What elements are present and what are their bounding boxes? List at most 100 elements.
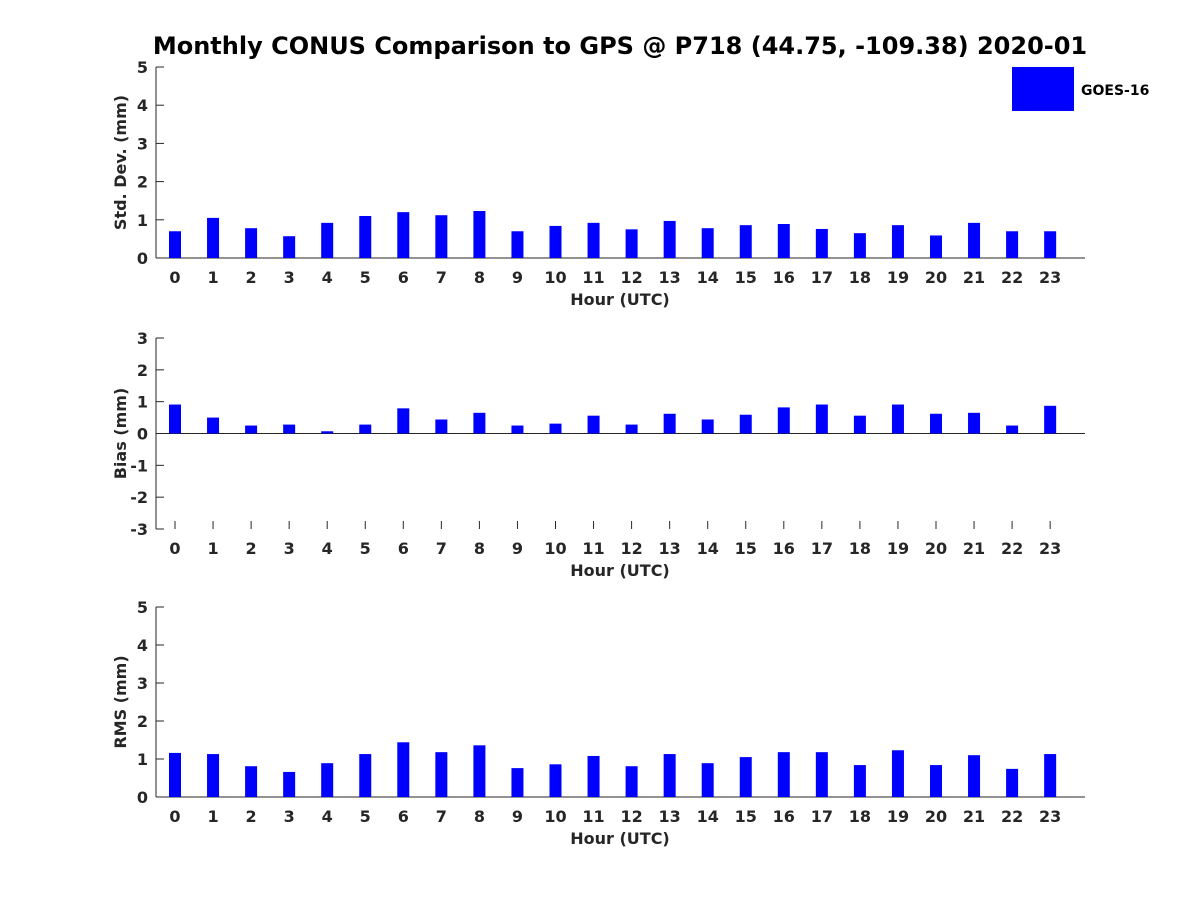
x-tick-label: 6	[398, 539, 409, 558]
x-tick-label: 10	[544, 268, 566, 287]
x-tick-label: 7	[436, 807, 447, 826]
bar-rms-hour-6	[397, 742, 410, 797]
x-tick-label: 18	[849, 539, 871, 558]
bar-bias-hour-0	[169, 404, 181, 434]
bar-rms-hour-16	[777, 752, 790, 797]
bar-std-hour-23	[1044, 231, 1057, 258]
y-tick-label: 3	[137, 134, 148, 153]
x-tick-label: 1	[207, 807, 218, 826]
bar-std-hour-18	[853, 233, 866, 258]
bar-std-hour-7	[435, 215, 448, 258]
x-tick-label: 15	[735, 268, 757, 287]
x-tick-label: 1	[207, 539, 218, 558]
bar-std-hour-3	[283, 236, 296, 258]
legend: GOES-16	[1012, 67, 1149, 111]
x-tick-label: 18	[849, 268, 871, 287]
bar-std-hour-11	[587, 222, 600, 258]
bar-std-hour-9	[511, 231, 524, 258]
bar-std-hour-15	[739, 225, 752, 258]
y-tick-label: -1	[130, 456, 148, 475]
bar-std-hour-16	[777, 224, 790, 258]
x-tick-label: 11	[582, 807, 604, 826]
bar-rms-hour-1	[207, 754, 220, 797]
bar-rms-hour-12	[625, 766, 638, 797]
x-tick-label: 0	[169, 268, 180, 287]
bar-std-hour-1	[207, 217, 220, 258]
figure-title: Monthly CONUS Comparison to GPS @ P718 (…	[153, 32, 1087, 60]
bar-bias-hour-22	[1006, 425, 1019, 434]
bar-std-hour-2	[245, 228, 258, 258]
x-tick-label: 19	[887, 807, 909, 826]
bar-bias-hour-16	[777, 407, 790, 434]
bar-rms-hour-17	[815, 752, 828, 797]
bar-rms-hour-2	[245, 766, 258, 797]
x-tick-label: 22	[1001, 807, 1023, 826]
x-tick-label: 13	[659, 807, 681, 826]
bar-bias-hour-7	[435, 419, 448, 434]
x-tick-label: 21	[963, 807, 985, 826]
x-tick-label: 16	[773, 807, 795, 826]
x-tick-label: 20	[925, 539, 947, 558]
x-tick-label: 0	[169, 539, 180, 558]
x-tick-label: 14	[697, 539, 719, 558]
x-tick-label: 13	[659, 539, 681, 558]
y-axis-label: Std. Dev. (mm)	[111, 95, 130, 230]
x-tick-label: 3	[284, 268, 295, 287]
x-tick-label: 10	[544, 539, 566, 558]
x-tick-label: 16	[773, 539, 795, 558]
bar-bias-hour-1	[207, 417, 220, 434]
bar-bias-hour-14	[701, 419, 714, 434]
bar-bias-hour-21	[968, 412, 981, 434]
bar-bias-hour-6	[397, 408, 410, 434]
legend-label: GOES-16	[1081, 83, 1149, 99]
bar-rms-hour-13	[663, 754, 676, 797]
y-tick-label: 1	[137, 750, 148, 769]
x-tick-label: 12	[620, 539, 642, 558]
bar-bias-hour-18	[853, 415, 866, 434]
x-tick-label: 20	[925, 268, 947, 287]
x-tick-label: 4	[322, 268, 333, 287]
bar-bias-hour-2	[245, 425, 258, 434]
x-tick-label: 5	[360, 539, 371, 558]
bar-bias-hour-8	[473, 412, 486, 434]
y-tick-label: 3	[137, 329, 148, 348]
x-tick-label: 2	[246, 268, 257, 287]
bar-std-hour-5	[359, 215, 372, 258]
x-tick-label: 23	[1039, 539, 1061, 558]
y-tick-label: -2	[130, 488, 148, 507]
x-axis-label: Hour (UTC)	[570, 561, 670, 580]
y-axis-label: Bias (mm)	[111, 388, 130, 480]
x-tick-label: 6	[398, 268, 409, 287]
x-tick-label: 11	[582, 268, 604, 287]
x-tick-label: 8	[474, 539, 485, 558]
bar-rms-hour-10	[549, 764, 562, 797]
bar-bias-hour-19	[891, 404, 904, 434]
x-tick-label: 19	[887, 539, 909, 558]
x-tick-label: 4	[322, 539, 333, 558]
y-tick-label: 2	[137, 712, 148, 731]
bar-std-hour-17	[815, 228, 828, 258]
x-tick-label: 7	[436, 539, 447, 558]
bar-rms-hour-20	[930, 765, 942, 797]
x-tick-label: 0	[169, 807, 180, 826]
x-tick-label: 9	[512, 268, 523, 287]
x-tick-label: 3	[284, 807, 295, 826]
bar-std-hour-21	[968, 222, 981, 258]
bar-rms-hour-4	[321, 763, 334, 797]
y-tick-label: 1	[137, 393, 148, 412]
bar-std-hour-19	[891, 225, 904, 258]
bar-std-hour-12	[625, 229, 638, 258]
x-tick-label: 1	[207, 268, 218, 287]
x-axis-label: Hour (UTC)	[570, 290, 670, 309]
bar-bias-hour-17	[815, 404, 828, 434]
x-tick-label: 3	[284, 539, 295, 558]
bar-bias-hour-12	[625, 424, 638, 434]
bar-rms-hour-19	[891, 750, 904, 797]
x-tick-label: 5	[360, 807, 371, 826]
bar-bias-hour-15	[739, 414, 752, 434]
bar-rms-hour-9	[511, 768, 524, 797]
